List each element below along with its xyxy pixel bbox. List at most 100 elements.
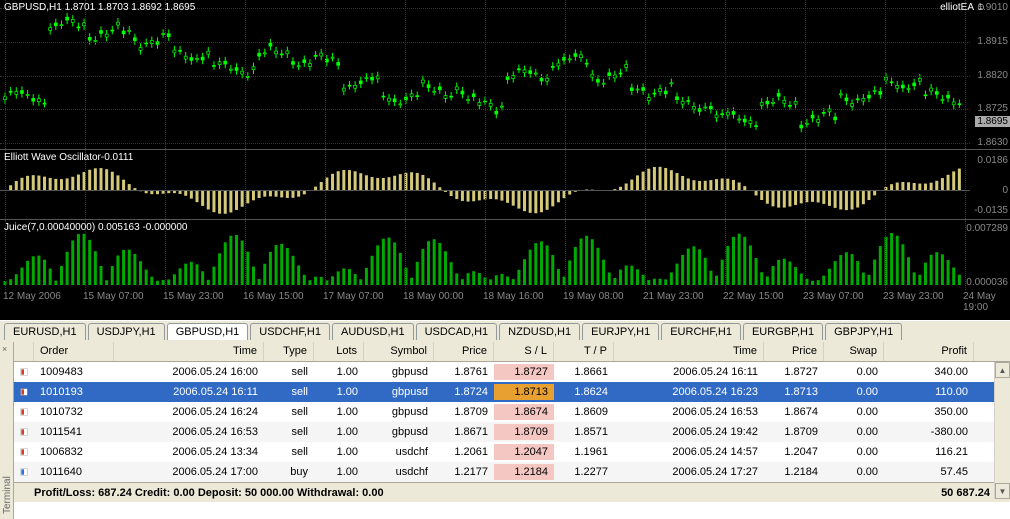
cell-tp: 1.1961 — [554, 444, 614, 460]
cell-price1: 1.8761 — [434, 364, 494, 380]
cell-symbol: usdchf — [364, 464, 434, 480]
cell-time1: 2006.05.24 16:53 — [114, 424, 264, 440]
cell-sl: 1.8727 — [494, 364, 554, 380]
cell-sl: 1.8674 — [494, 404, 554, 420]
elliott-oscillator[interactable]: Elliott Wave Oscillator-0.0111 0.01860-0… — [0, 150, 1010, 220]
juice-indicator[interactable]: Juice(7,0.00040000) 0.005163 -0.000000 0… — [0, 220, 1010, 290]
cell-symbol: usdchf — [364, 444, 434, 460]
cell-swap: 0.00 — [824, 364, 884, 380]
terminal-sidebar-label: Terminal — [2, 476, 13, 514]
ea-smiley-icon: ☺ — [976, 2, 986, 13]
cell-profit: 340.00 — [884, 364, 974, 380]
order-row[interactable]: 10115412006.05.24 16:53sell1.00gbpusd1.8… — [14, 422, 1010, 442]
juice-y-axis: 0.0072890.000036 — [970, 220, 1010, 290]
cell-time1: 2006.05.24 16:24 — [114, 404, 264, 420]
symbol-tab-eurjpyh1[interactable]: EURJPY,H1 — [582, 323, 659, 340]
cell-sl: 1.8709 — [494, 424, 554, 440]
order-row[interactable]: 10094832006.05.24 16:00sell1.00gbpusd1.8… — [14, 362, 1010, 382]
symbol-tab-gbpjpyh1[interactable]: GBPJPY,H1 — [825, 323, 902, 340]
cell-time1: 2006.05.24 17:00 — [114, 464, 264, 480]
column-header-time1[interactable]: Time — [114, 342, 264, 361]
price-y-axis: 1.90101.89151.88201.87251.86301.8695 — [970, 0, 1010, 149]
column-header-sl[interactable]: S / L — [494, 342, 554, 361]
cell-time1: 2006.05.24 16:11 — [114, 384, 264, 400]
column-header-price1[interactable]: Price — [434, 342, 494, 361]
cell-sl: 1.2047 — [494, 444, 554, 460]
cell-type: sell — [264, 444, 314, 460]
cell-time2: 2006.05.24 16:53 — [614, 404, 764, 420]
cell-lots: 1.00 — [314, 464, 364, 480]
cell-order: 1010732 — [34, 404, 114, 420]
symbol-tab-eurchfh1[interactable]: EURCHF,H1 — [661, 323, 741, 340]
chart-area: GBPUSD,H1 1.8701 1.8703 1.8692 1.8695 el… — [0, 0, 1010, 320]
order-row[interactable]: 10116402006.05.24 17:00buy1.00usdchf1.21… — [14, 462, 1010, 482]
close-icon[interactable]: × — [2, 344, 7, 354]
juice-label: Juice(7,0.00040000) 0.005163 -0.000000 — [4, 222, 187, 233]
scrollbar-vertical[interactable]: ▲ ▼ — [994, 362, 1010, 499]
cell-type: sell — [264, 364, 314, 380]
symbol-tab-audusdh1[interactable]: AUDUSD,H1 — [332, 323, 414, 340]
cell-lots: 1.00 — [314, 444, 364, 460]
cell-lots: 1.00 — [314, 404, 364, 420]
cell-order: 1010193 — [34, 384, 114, 400]
cell-price1: 1.8724 — [434, 384, 494, 400]
cell-time2: 2006.05.24 19:42 — [614, 424, 764, 440]
orders-table: OrderTimeTypeLotsSymbolPriceS / LT / PTi… — [14, 342, 1010, 519]
column-header-swap[interactable]: Swap — [824, 342, 884, 361]
main-chart[interactable]: GBPUSD,H1 1.8701 1.8703 1.8692 1.8695 el… — [0, 0, 1010, 150]
cell-profit: 57.45 — [884, 464, 974, 480]
cell-lots: 1.00 — [314, 364, 364, 380]
cell-type: sell — [264, 404, 314, 420]
cell-profit: 110.00 — [884, 384, 974, 400]
column-header-tp[interactable]: T / P — [554, 342, 614, 361]
cell-tp: 1.8609 — [554, 404, 614, 420]
column-header-type[interactable]: Type — [264, 342, 314, 361]
symbol-tab-eurusdh1[interactable]: EURUSD,H1 — [4, 323, 86, 340]
column-header-time2[interactable]: Time — [614, 342, 764, 361]
terminal-panel: × Terminal OrderTimeTypeLotsSymbolPriceS… — [0, 342, 1010, 519]
column-header-profit[interactable]: Profit — [884, 342, 974, 361]
scroll-up-icon[interactable]: ▲ — [995, 362, 1010, 378]
cell-swap: 0.00 — [824, 464, 884, 480]
cell-symbol: gbpusd — [364, 424, 434, 440]
symbol-tab-eurgbph1[interactable]: EURGBP,H1 — [743, 323, 823, 340]
cell-order: 1011541 — [34, 424, 114, 440]
symbol-tab-usdchfh1[interactable]: USDCHF,H1 — [250, 323, 330, 340]
cell-profit: 350.00 — [884, 404, 974, 420]
buy-icon — [14, 464, 34, 480]
column-header-order[interactable]: Order — [34, 342, 114, 361]
cell-type: buy — [264, 464, 314, 480]
cell-price2: 1.8709 — [764, 424, 824, 440]
symbol-tab-nzdusdh1[interactable]: NZDUSD,H1 — [499, 323, 580, 340]
cell-price2: 1.8674 — [764, 404, 824, 420]
cell-order: 1009483 — [34, 364, 114, 380]
sell-icon — [14, 404, 34, 420]
order-row[interactable]: 10107322006.05.24 16:24sell1.00gbpusd1.8… — [14, 402, 1010, 422]
cell-order: 1006832 — [34, 444, 114, 460]
cell-time2: 2006.05.24 14:57 — [614, 444, 764, 460]
symbol-tab-usdcadh1[interactable]: USDCAD,H1 — [416, 323, 498, 340]
summary-left: Profit/Loss: 687.24 Credit: 0.00 Deposit… — [14, 487, 941, 499]
symbol-tab-usdjpyh1[interactable]: USDJPY,H1 — [88, 323, 165, 340]
cell-price1: 1.8671 — [434, 424, 494, 440]
cell-profit: -380.00 — [884, 424, 974, 440]
symbol-tab-gbpusdh1[interactable]: GBPUSD,H1 — [167, 323, 249, 340]
symbol-tabs: EURUSD,H1USDJPY,H1GBPUSD,H1USDCHF,H1AUDU… — [0, 320, 1010, 342]
cell-price2: 1.2047 — [764, 444, 824, 460]
cell-tp: 1.2277 — [554, 464, 614, 480]
column-header-icon[interactable] — [14, 342, 34, 361]
cell-symbol: gbpusd — [364, 384, 434, 400]
cell-sl: 1.8713 — [494, 384, 554, 400]
scroll-down-icon[interactable]: ▼ — [995, 483, 1010, 499]
order-row[interactable]: 10101932006.05.24 16:11sell1.00gbpusd1.8… — [14, 382, 1010, 402]
column-header-price2[interactable]: Price — [764, 342, 824, 361]
column-header-symbol[interactable]: Symbol — [364, 342, 434, 361]
cell-swap: 0.00 — [824, 404, 884, 420]
cell-type: sell — [264, 424, 314, 440]
cell-swap: 0.00 — [824, 444, 884, 460]
order-row[interactable]: 10068322006.05.24 13:34sell1.00usdchf1.2… — [14, 442, 1010, 462]
column-header-lots[interactable]: Lots — [314, 342, 364, 361]
chart-title: GBPUSD,H1 1.8701 1.8703 1.8692 1.8695 — [4, 2, 195, 13]
summary-row: Profit/Loss: 687.24 Credit: 0.00 Deposit… — [14, 482, 1010, 502]
cell-tp: 1.8661 — [554, 364, 614, 380]
